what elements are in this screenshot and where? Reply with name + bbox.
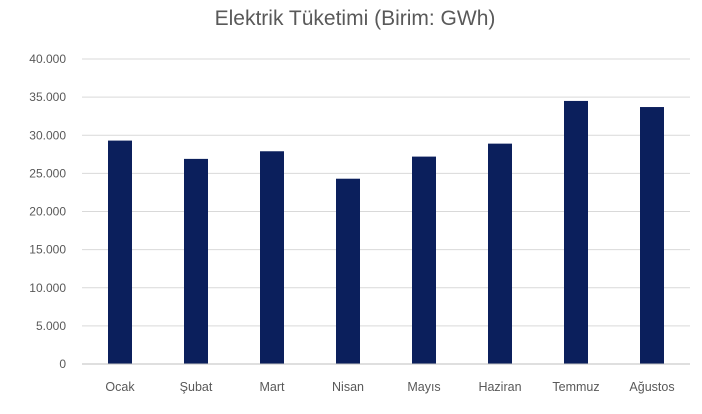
bars [108, 100, 664, 364]
x-tick-label: Haziran [478, 380, 521, 394]
x-axis-tick-labels: Ocak Şubat Mart Nisan Mayıs Haziran Temmuz Ağus… [105, 380, 674, 394]
y-tick-label: 30.000 [29, 128, 66, 142]
y-tick-label: 35.000 [29, 90, 66, 104]
y-tick-label: 40.000 [29, 52, 66, 66]
x-tick-label: Ağustos [629, 380, 674, 394]
bar-2 [184, 158, 208, 364]
y-axis-tick-labels: 0 5.000 10.000 15.000 20.000 25.000 30.000 35.0… [29, 52, 66, 371]
bar-8 [640, 107, 664, 364]
gridlines [82, 58, 690, 327]
y-tick-label: 0 [59, 357, 66, 371]
x-tick-label: Mart [260, 380, 286, 394]
y-tick-label: 10.000 [29, 281, 66, 295]
x-tick-label: Mayıs [407, 380, 440, 394]
x-tick-label: Şubat [180, 380, 213, 394]
chart-title: Elektrik Tüketimi (Birim: GWh) [215, 7, 496, 30]
y-tick-label: 20.000 [29, 205, 66, 219]
bar-1 [108, 140, 132, 364]
bar-4 [336, 178, 360, 364]
x-tick-label: Ocak [105, 380, 135, 394]
bar-7 [564, 100, 588, 364]
y-tick-label: 15.000 [29, 243, 66, 257]
y-tick-label: 25.000 [29, 166, 66, 180]
x-tick-label: Temmuz [552, 380, 599, 394]
y-tick-label: 5.000 [36, 319, 66, 333]
bar-5 [412, 156, 436, 364]
x-tick-label: Nisan [332, 380, 364, 394]
bar-6 [488, 143, 512, 364]
bar-3 [260, 151, 284, 364]
